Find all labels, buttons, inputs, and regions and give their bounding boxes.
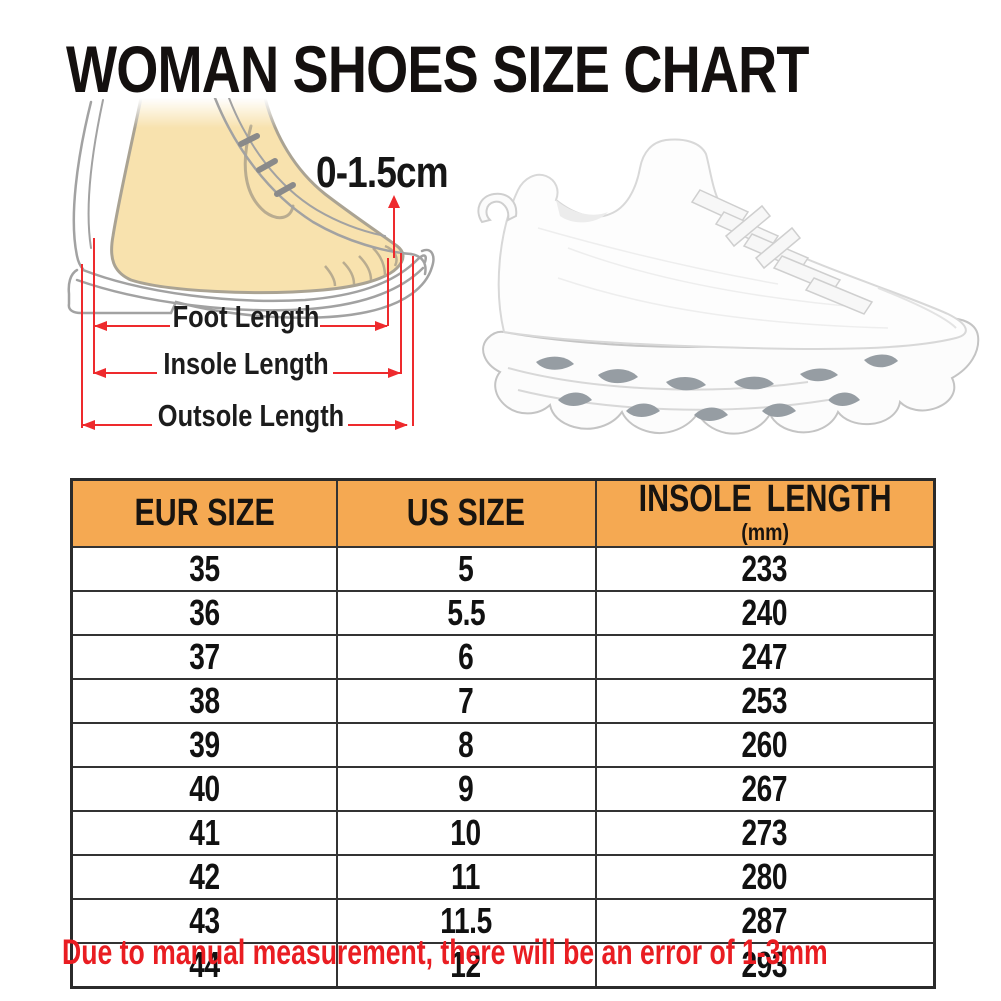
table-row: 39 8 260 — [70, 722, 936, 768]
table-header-row: EUR SIZE US SIZE INSOLE LENGTH (mm) — [70, 478, 936, 548]
toe-gap-label: 0-1.5cm — [316, 148, 449, 197]
cell-insole-length: 253 — [594, 678, 936, 724]
table-row: 38 7 253 — [70, 678, 936, 724]
page-title: WOMAN SHOES SIZE CHART — [66, 32, 809, 106]
foot-measurement-diagram — [67, 98, 435, 430]
cell-us-size: 11 — [335, 854, 597, 900]
cell-insole-length: 247 — [594, 634, 936, 680]
cell-eur-size: 44 — [70, 942, 338, 989]
insole-unit-label: (mm) — [740, 519, 789, 545]
cell-eur-size: 42 — [70, 854, 338, 900]
table-row: 42 11 280 — [70, 854, 936, 900]
cell-eur-size: 41 — [70, 810, 338, 856]
outsole-length-label: Outsole Length — [157, 398, 345, 433]
cell-eur-size: 37 — [70, 634, 338, 680]
sneaker-upper-icon — [477, 138, 967, 350]
table-row: 40 9 267 — [70, 766, 936, 812]
sneaker-photo — [477, 138, 980, 435]
table-row: 43 11.5 287 — [70, 898, 936, 944]
cell-insole-length: 267 — [594, 766, 936, 812]
shoe-outline-icon — [67, 98, 435, 319]
size-table-body: 35 5 233 36 5.5 240 37 6 247 38 7 253 39 8 260 40 9 267 41… — [70, 546, 936, 989]
cell-us-size: 9 — [335, 766, 597, 812]
cell-us-size: 12 — [335, 942, 597, 989]
cell-insole-length: 287 — [594, 898, 936, 944]
cell-eur-size: 43 — [70, 898, 338, 944]
cell-us-size: 5.5 — [335, 590, 597, 636]
cell-insole-length: 273 — [594, 810, 936, 856]
table-row: 35 5 233 — [70, 546, 936, 592]
cell-us-size: 10 — [335, 810, 597, 856]
measurement-note: Due to manual measurement, there will be… — [62, 933, 828, 972]
cell-insole-length: 293 — [594, 942, 936, 989]
size-table: EUR SIZE US SIZE INSOLE LENGTH (mm) 35 5 2… — [70, 478, 936, 989]
cell-us-size: 6 — [335, 634, 597, 680]
laces-icon — [690, 189, 874, 315]
cell-insole-length: 240 — [594, 590, 936, 636]
header-eur-size: EUR SIZE — [70, 478, 338, 548]
cell-us-size: 8 — [335, 722, 597, 768]
foot-shape-icon — [110, 98, 405, 295]
cell-insole-length: 260 — [594, 722, 936, 768]
insole-length-label: Insole Length — [163, 346, 329, 381]
header-insole-length: INSOLE LENGTH (mm) — [594, 478, 936, 548]
table-row: 44 12 293 — [70, 942, 936, 989]
table-row: 41 10 273 — [70, 810, 936, 856]
header-us-size: US SIZE — [335, 478, 597, 548]
cell-us-size: 7 — [335, 678, 597, 724]
table-row: 37 6 247 — [70, 634, 936, 680]
cell-insole-length: 233 — [594, 546, 936, 592]
cell-us-size: 5 — [335, 546, 597, 592]
cell-eur-size: 35 — [70, 546, 338, 592]
table-row: 36 5.5 240 — [70, 590, 936, 636]
cell-us-size: 11.5 — [335, 898, 597, 944]
cell-eur-size: 40 — [70, 766, 338, 812]
foot-length-label: Foot Length — [172, 299, 320, 334]
cell-eur-size: 36 — [70, 590, 338, 636]
cell-eur-size: 39 — [70, 722, 338, 768]
heel-pull-tab-icon — [477, 192, 518, 224]
cell-eur-size: 38 — [70, 678, 338, 724]
cell-insole-length: 280 — [594, 854, 936, 900]
measurement-lines — [81, 195, 414, 430]
